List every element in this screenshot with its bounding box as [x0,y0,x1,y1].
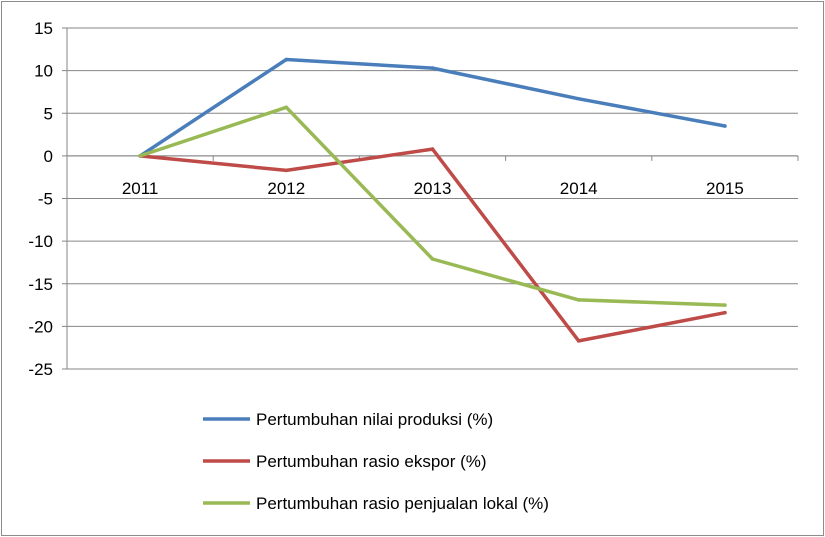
x-tick-label: 2013 [414,179,452,198]
series-line-1 [138,57,727,158]
data-point [284,105,289,110]
gridlines [67,27,798,370]
y-tick-label: 0 [44,147,53,166]
data-point [723,303,727,307]
data-point [284,57,289,62]
legend-label: Pertumbuhan rasio ekspor (%) [256,452,487,471]
y-tick-label: 5 [44,104,53,123]
data-point [284,168,289,173]
y-tick-label: -10 [28,232,53,251]
data-point [430,257,435,261]
data-point [430,66,435,70]
data-point [723,310,727,315]
series-line-3 [138,105,727,307]
x-axis: 2011 2012 2013 2014 2015 [66,155,799,198]
legend-label: Pertumbuhan nilai produksi (%) [256,410,493,429]
data-point [576,298,581,302]
y-tick-label: -15 [28,275,53,294]
y-tick-label: -5 [38,190,53,209]
y-tick-label: -20 [28,317,53,336]
x-tick-label: 2012 [267,179,305,198]
data-point [576,339,581,343]
legend: Pertumbuhan nilai produksi (%) Pertumbuha… [203,410,549,513]
legend-label: Pertumbuhan rasio penjualan lokal (%) [256,494,549,513]
y-tick-label: 15 [34,19,53,38]
x-tick-label: 2015 [706,179,744,198]
data-point [430,147,435,151]
data-point [576,96,581,101]
series-line-2 [138,147,727,343]
x-tick-label: 2011 [122,179,159,198]
data-point [723,124,727,128]
y-axis: 15 10 5 0 -5 -10 -15 -20 -25 [28,19,68,379]
series-lines [138,57,727,343]
x-tick-label: 2014 [560,179,598,198]
y-tick-label: 10 [34,62,53,81]
y-tick-label: -25 [28,360,53,379]
data-point [138,154,142,158]
